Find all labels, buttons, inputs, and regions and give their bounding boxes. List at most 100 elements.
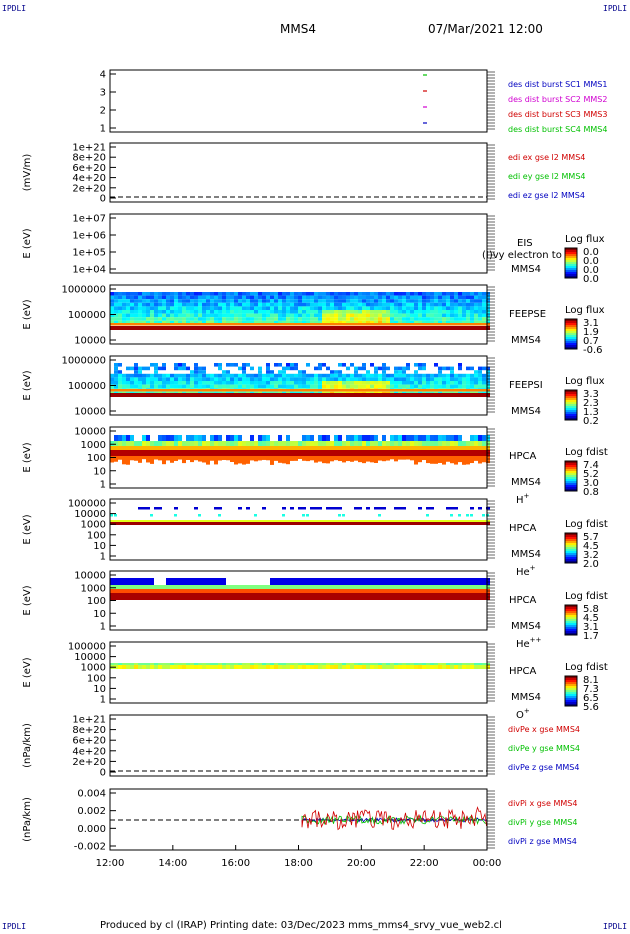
spectrogram-cell: [210, 292, 214, 296]
spectrogram-cell: [362, 310, 366, 314]
spectrogram-cell: [418, 310, 422, 314]
spectrogram-cell: [118, 317, 122, 321]
spectrogram-cell: [374, 323, 378, 326]
y-tick-label: 1: [100, 124, 106, 135]
spectrogram-cell: [122, 450, 126, 456]
spectrogram-cell: [162, 389, 166, 392]
spectrogram-cell: [370, 373, 374, 378]
spectrogram-cell: [118, 393, 122, 397]
spectrogram-cell: [214, 299, 218, 303]
spectrogram-cell: [386, 295, 390, 300]
colorbar-cell: [565, 347, 577, 350]
spectrogram-cell: [146, 389, 150, 392]
spectrogram-cell: [162, 663, 166, 665]
spectrogram-cell: [178, 377, 182, 381]
spectrogram-cell: [410, 589, 414, 593]
spectrogram-cell: [166, 381, 170, 385]
spectrogram-cell: [274, 326, 278, 330]
spectrogram-cell: [290, 317, 294, 321]
spectrogram-cell: [202, 520, 206, 522]
spectrogram-cell: [398, 520, 402, 522]
spectrogram-cell: [358, 377, 362, 381]
spectrogram-cell: [214, 585, 218, 589]
spectrogram-cell: [402, 435, 406, 441]
spectrogram-cell: [178, 292, 182, 296]
spectrogram-cell: [482, 295, 486, 300]
spectrogram-cell: [250, 366, 254, 371]
colorbar-tick: 5.6: [583, 702, 599, 713]
spectrogram-cell: [202, 366, 206, 371]
spectrogram-cell: [394, 299, 398, 303]
spectrogram-cell: [318, 373, 322, 378]
spectrogram-cell: [418, 520, 422, 522]
spectrogram-cell: [258, 435, 262, 441]
spectrogram-cell: [482, 323, 486, 326]
spectrogram-cell: [322, 441, 326, 446]
spectrogram-cell: [230, 522, 234, 525]
species-label: He++: [516, 636, 542, 650]
spectrogram-cell: [210, 450, 214, 456]
spectrogram-cell: [290, 320, 294, 325]
spectrogram-cell: [366, 441, 370, 446]
spectrogram-cell: [446, 435, 450, 441]
spectrogram-cell: [382, 313, 386, 318]
spectrogram-cell: [334, 578, 338, 585]
spectrogram-cell: [398, 663, 402, 665]
spectrogram-cell: [314, 381, 318, 385]
spectrogram-cell: [362, 585, 366, 589]
spectrogram-cell: [414, 313, 418, 318]
spectrogram-cell: [378, 366, 382, 371]
spectrogram-cell: [310, 393, 314, 397]
spectrogram-cell: [246, 585, 250, 589]
spectrogram-cell: [414, 373, 418, 378]
spectrogram-cell: [422, 522, 426, 525]
spectrogram-cell: [374, 520, 378, 522]
spectrogram-cell: [230, 435, 234, 441]
spectrogram-cell: [202, 323, 206, 326]
y-tick-label: 10000: [74, 336, 106, 347]
colorbar-cell: [565, 412, 577, 415]
spectrogram-cell: [354, 522, 358, 525]
spectrogram-cell: [226, 522, 230, 525]
spectrogram-cell: [414, 317, 418, 321]
spectrogram-cell: [322, 323, 326, 326]
spectrogram-cell: [162, 377, 166, 381]
spectrogram-cell: [422, 665, 426, 669]
spectrogram-cell: [122, 456, 126, 465]
spectrogram-cell: [274, 323, 278, 326]
spectrogram-cell: [206, 393, 210, 397]
spectrogram-cell: [146, 589, 150, 593]
spectrogram-cell: [314, 441, 318, 446]
spectrogram-cell: [378, 320, 382, 325]
spectrogram-cell: [142, 306, 146, 310]
spectrogram-cell: [462, 593, 466, 600]
spectrogram-cell: [410, 665, 414, 669]
spectrogram-cell: [270, 313, 274, 318]
spectrogram-cell: [234, 323, 238, 326]
spectrogram-cell: [290, 522, 294, 525]
spectrogram-cell: [346, 384, 350, 389]
spectrogram-cell: [450, 593, 454, 600]
spectrogram-cell: [378, 389, 382, 392]
spectrogram-cell: [374, 522, 378, 525]
spectrogram-cell: [134, 441, 138, 446]
spectrogram-cell: [134, 317, 138, 321]
spectrogram-cell: [458, 326, 462, 330]
spectrogram-cell: [138, 593, 142, 600]
spectrogram-cell: [298, 389, 302, 392]
spectrogram-cell: [450, 578, 454, 585]
spectrogram-cell: [246, 381, 250, 385]
spectrogram-cell: [250, 593, 254, 600]
spectrogram-cell: [166, 310, 170, 314]
spectrogram-cell: [418, 373, 422, 378]
spectrogram-cell: [454, 310, 458, 314]
spectrogram-cell: [226, 306, 230, 310]
spectrogram-cell: [366, 585, 370, 589]
spectrogram-cell: [154, 520, 158, 522]
spectrogram-cell: [218, 507, 222, 510]
spectrogram-cell: [454, 522, 458, 525]
spectrogram-cell: [358, 313, 362, 318]
spectrogram-cell: [306, 446, 310, 450]
spectrogram-cell: [138, 381, 142, 385]
spectrogram-cell: [246, 373, 250, 378]
